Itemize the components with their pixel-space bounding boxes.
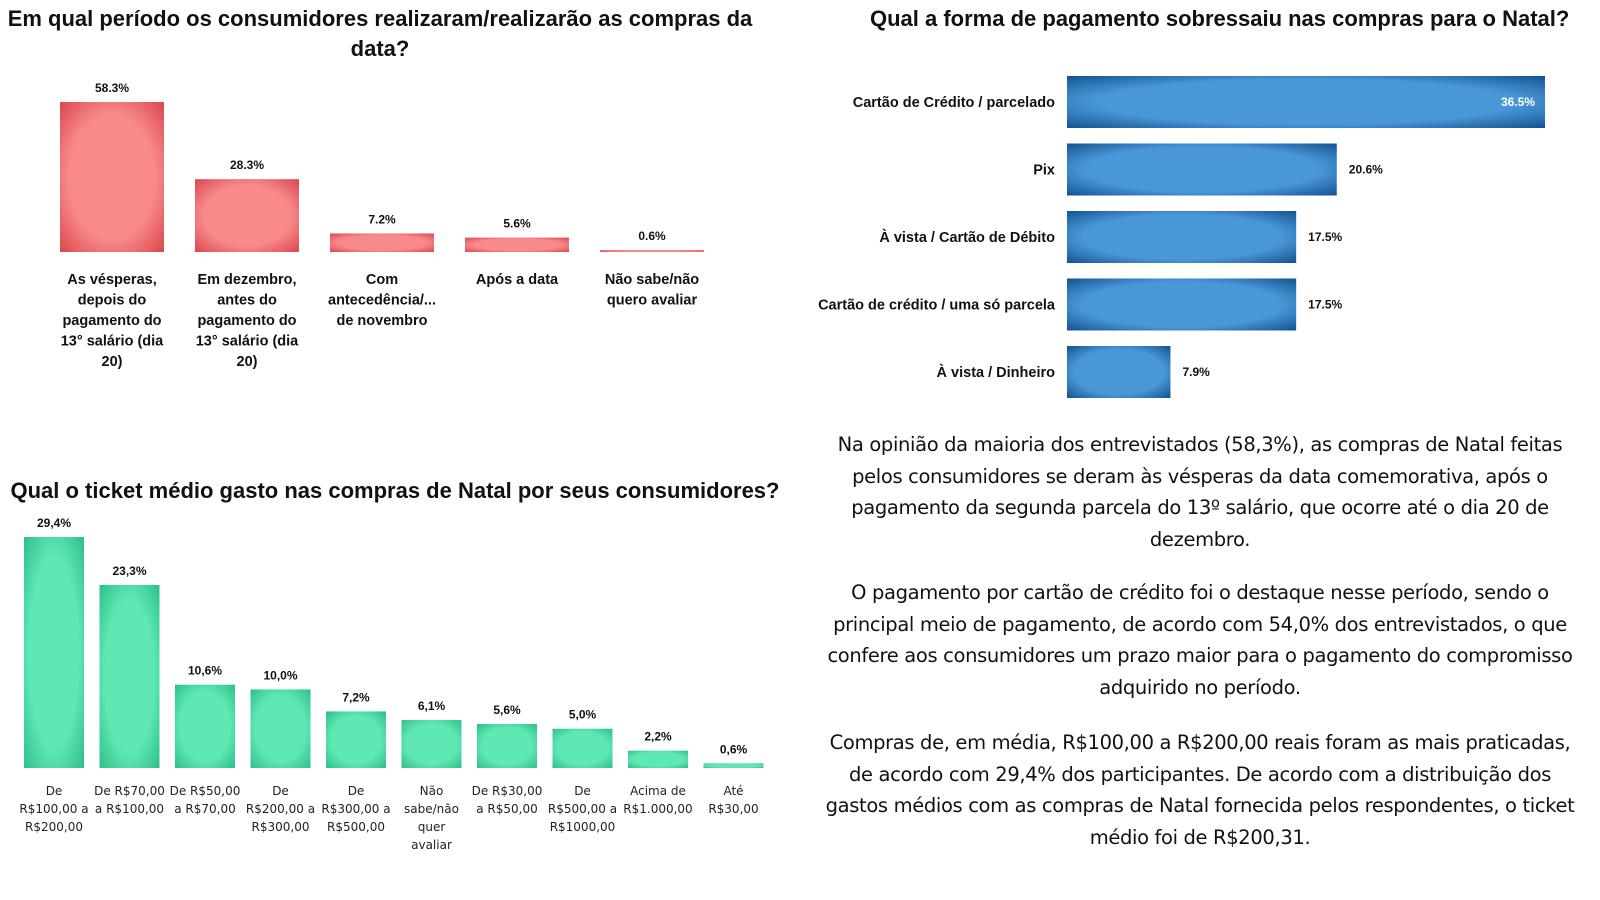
category-label: R$200,00 [25, 820, 83, 834]
bar [330, 233, 434, 252]
data-label: 0.6% [638, 229, 666, 243]
category-label: R$500,00 a [548, 802, 617, 816]
bar [1067, 278, 1297, 331]
data-label: 36.5% [1501, 95, 1535, 109]
data-label: 7.2% [368, 212, 396, 226]
bar [250, 689, 311, 768]
bar [703, 763, 764, 768]
data-label: 7.9% [1182, 365, 1210, 379]
bar [326, 711, 386, 768]
data-label: 20.6% [1349, 163, 1383, 177]
chart-period-title: Em qual período os consumidores realizar… [7, 6, 753, 61]
category-label: De [272, 784, 289, 798]
data-label: 17.5% [1308, 230, 1342, 244]
category-label: R$300,00 [252, 820, 310, 834]
category-label: À vista / Cartão de Débito [879, 229, 1055, 246]
bar [1067, 211, 1297, 263]
data-label: 29,4% [37, 516, 71, 530]
chart-payment-title: Qual a forma de pagamento sobressaiu nas… [870, 6, 1570, 31]
category-label: pagamento do [62, 313, 161, 329]
bar [175, 684, 235, 768]
category-label: Após a data [476, 272, 559, 288]
data-label: 10,0% [263, 668, 297, 682]
data-label: 10,6% [188, 664, 222, 678]
bar [99, 584, 160, 768]
category-label: avaliar [411, 838, 452, 852]
bar [24, 537, 84, 768]
chart-payment: Cartão de Crédito / parcelado 36.5% Pix 20.… [818, 76, 1545, 398]
category-label: quer [418, 820, 446, 834]
category-label: De R$50,00 [170, 784, 241, 798]
bar [477, 724, 537, 768]
category-label: antecedência/... [328, 293, 436, 309]
category-label: De [574, 784, 591, 798]
data-label: 58.3% [95, 81, 129, 95]
category-label: De R$30,00 [472, 784, 543, 798]
category-label: De [46, 784, 63, 798]
chart-period: 58.3% As vésperas, depois do pagamento do 13… [60, 81, 704, 370]
data-label: 2,2% [644, 730, 672, 744]
data-label: 17.5% [1308, 298, 1342, 312]
category-label: Acima de [630, 784, 686, 798]
category-label: De R$70,00 [94, 784, 165, 798]
category-label: Em dezembro, [197, 272, 296, 288]
category-label: R$30,00 [708, 802, 758, 816]
category-label: Não [420, 784, 444, 798]
category-label: Cartão de Crédito / parcelado [853, 95, 1055, 111]
category-label: De [348, 784, 365, 798]
category-label: a R$50,00 [476, 802, 538, 816]
category-label: Não sabe/não [605, 272, 699, 288]
category-label: Até [723, 784, 743, 798]
category-label: R$1000,00 [550, 820, 616, 834]
bar [195, 179, 299, 252]
category-label: Cartão de crédito / uma só parcela [818, 298, 1056, 314]
data-label: 0,6% [720, 742, 748, 756]
bar [465, 237, 569, 252]
data-label: 5,0% [569, 708, 597, 722]
bar [1067, 143, 1337, 196]
category-label: sabe/não [404, 802, 459, 816]
data-label: 7,2% [342, 690, 370, 704]
category-label: 20) [102, 354, 123, 370]
bar [600, 250, 704, 252]
data-label: 5.6% [503, 217, 531, 231]
category-label: R$1.000,00 [623, 802, 692, 816]
category-label: quero avaliar [607, 293, 698, 309]
data-label: 28.3% [230, 158, 264, 172]
bar [401, 720, 462, 768]
category-label: 13° salário (dia [196, 334, 299, 350]
bar [60, 102, 164, 252]
category-label: Pix [1033, 163, 1055, 179]
summary-paragraph-payment: O pagamento por cartão de crédito foi o … [827, 581, 1573, 699]
data-label: 5,6% [493, 703, 521, 717]
data-label: 6,1% [418, 699, 446, 713]
category-label: de novembro [336, 313, 427, 329]
summary-paragraph-period: Na opinião da maioria dos entrevistados … [837, 433, 1563, 551]
category-label: depois do [78, 293, 147, 309]
summary-paragraph-ticket: Compras de, em média, R$100,00 a R$200,0… [825, 731, 1575, 849]
category-label: R$100,00 a [19, 802, 88, 816]
category-label: 13° salário (dia [61, 334, 164, 350]
category-label: pagamento do [197, 313, 296, 329]
category-label: Com [366, 272, 398, 288]
category-label: As vésperas, [67, 272, 156, 288]
data-label: 23,3% [112, 564, 146, 578]
category-label: R$200,00 a [246, 802, 315, 816]
category-label: R$300,00 a [321, 802, 390, 816]
category-label: R$500,00 [327, 820, 385, 834]
category-label: a R$70,00 [174, 802, 236, 816]
bar [1067, 346, 1171, 398]
bar [552, 728, 613, 768]
category-label: a R$100,00 [95, 802, 164, 816]
category-label: antes do [217, 293, 277, 309]
bar [628, 750, 688, 768]
category-label: 20) [237, 354, 258, 370]
bar [1067, 76, 1545, 128]
chart-ticket: 29,4% De R$100,00 a R$200,00 23,3% De R$70,00… [19, 516, 764, 852]
category-label: À vista / Dinheiro [937, 364, 1056, 381]
chart-ticket-title: Qual o ticket médio gasto nas compras de… [10, 478, 780, 503]
